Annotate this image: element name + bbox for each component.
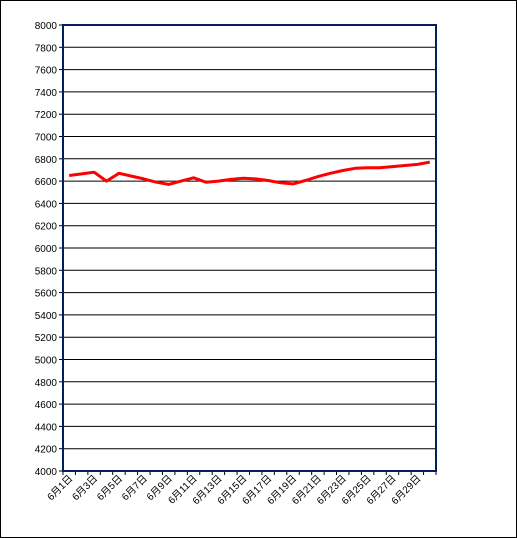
x-tick-label: 6月5日 [95, 473, 125, 503]
y-tick-label: 4000 [35, 467, 58, 478]
y-tick-label: 5600 [35, 289, 58, 300]
y-tick-label: 4400 [35, 422, 58, 433]
y-tick-label: 5800 [35, 266, 58, 277]
y-tick-label: 6800 [35, 155, 58, 166]
y-tick-label: 6200 [35, 222, 58, 233]
y-tick-label: 7800 [35, 43, 58, 54]
y-tick-label: 5000 [35, 356, 58, 367]
plot-area-border [62, 24, 437, 472]
x-tick-label: 6月7日 [119, 473, 149, 503]
y-tick-label: 4200 [35, 445, 58, 456]
y-tick-label: 7200 [35, 110, 58, 121]
x-axis-tick-labels: 6月1日6月3日6月5日6月7日6月9日6月11日6月13日6月15日6月17日… [45, 471, 437, 507]
y-tick-label: 6600 [35, 177, 58, 188]
y-tick-label: 4800 [35, 378, 58, 389]
y-tick-label: 8000 [35, 21, 58, 32]
y-axis-tick-labels: 4000 4200 4400 4600 4800 5000 5200 5400 5600 5800… [35, 21, 63, 478]
series-line-0 [69, 160, 431, 186]
y-tick-label: 7600 [35, 66, 58, 77]
gridlines [63, 46, 436, 450]
y-tick-label: 5400 [35, 311, 58, 322]
y-tick-label: 7000 [35, 133, 58, 144]
x-tick-label: 6月3日 [70, 473, 100, 503]
y-tick-label: 5200 [35, 333, 58, 344]
y-tick-label: 6000 [35, 244, 58, 255]
y-tick-label: 4600 [35, 400, 58, 411]
y-tick-label: 6400 [35, 199, 58, 210]
y-tick-label: 7400 [35, 88, 58, 99]
series-layer [69, 160, 431, 186]
